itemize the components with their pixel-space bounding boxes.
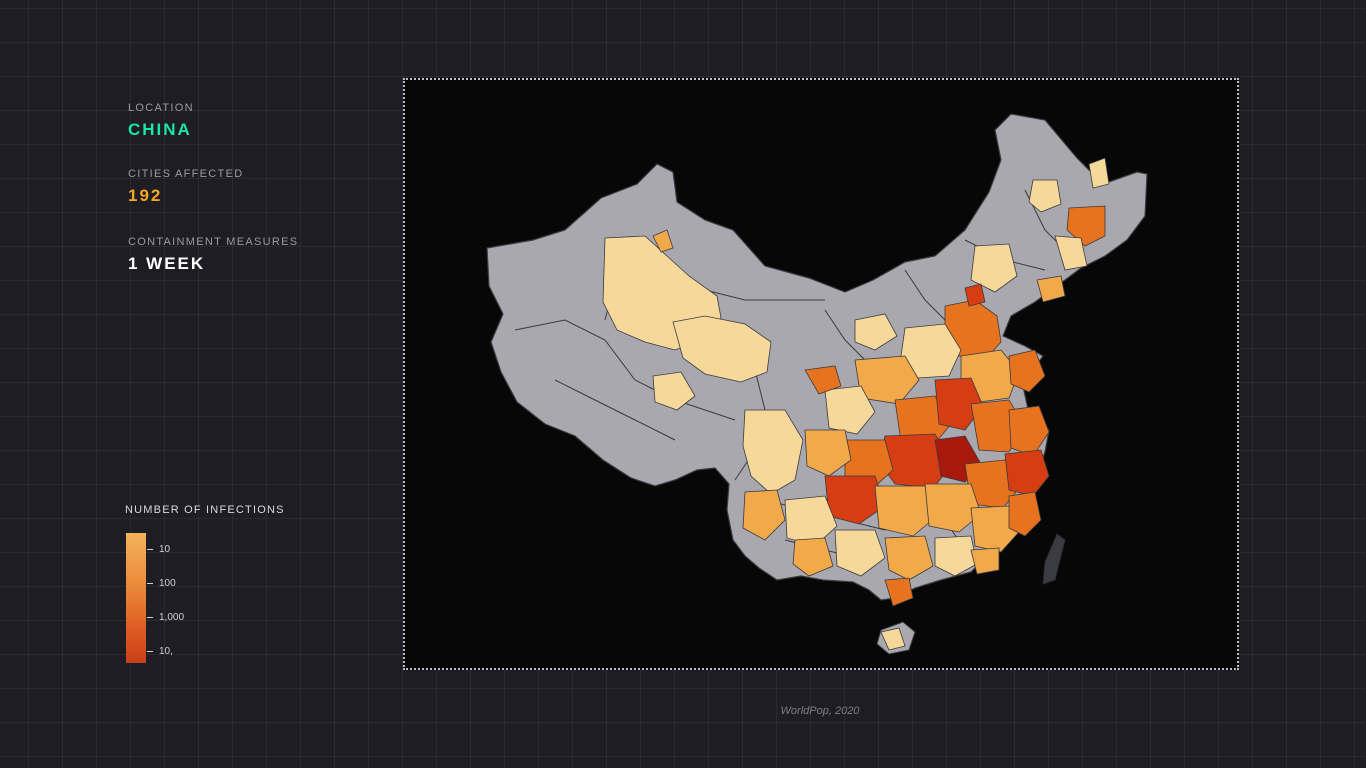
affected-region [824, 385, 876, 435]
affected-region [934, 535, 978, 577]
affected-region [884, 535, 934, 581]
affected-region [784, 495, 838, 547]
affected-region [1028, 179, 1062, 213]
affected-region [1008, 349, 1046, 393]
affected-region [804, 429, 852, 477]
affected-region [1054, 235, 1088, 271]
affected-region [1066, 205, 1106, 247]
legend-tick-label: 10, [159, 646, 173, 657]
location-label: LOCATION [128, 102, 194, 114]
affected-region [804, 365, 842, 395]
location-block: LOCATION CHINA [128, 102, 194, 140]
location-value: CHINA [128, 120, 192, 139]
legend-tick [147, 617, 153, 618]
cities-affected-label: CITIES AFFECTED [128, 168, 244, 180]
affected-region [970, 547, 1000, 575]
affected-regions [602, 157, 1110, 651]
affected-region [672, 315, 772, 383]
affected-region [1088, 157, 1110, 189]
affected-region [1008, 491, 1042, 537]
legend-color-bar [126, 533, 146, 663]
affected-region [652, 229, 674, 253]
affected-region [964, 283, 986, 307]
affected-region [970, 505, 1020, 553]
affected-region [1036, 275, 1066, 303]
legend-tick-label: 1,000 [159, 612, 185, 623]
affected-region [874, 485, 938, 537]
containment-label: CONTAINMENT MEASURES [128, 236, 299, 248]
taiwan-island [1042, 533, 1066, 585]
affected-region [854, 313, 898, 351]
affected-region [1004, 449, 1050, 497]
legend-tick-label: 10 [159, 544, 171, 555]
affected-region [1008, 405, 1050, 457]
source-credit: WorldPop, 2020 [780, 705, 860, 717]
legend-tick [147, 549, 153, 550]
legend-title: NUMBER OF INFECTIONS [125, 504, 285, 516]
legend-tick-label: 100 [159, 578, 176, 589]
affected-region [792, 537, 834, 577]
affected-region [834, 529, 886, 577]
cities-affected-value: 192 [128, 186, 163, 205]
cities-affected-block: CITIES AFFECTED 192 [128, 168, 243, 206]
affected-region [880, 627, 906, 651]
affected-region [970, 243, 1018, 293]
map-frame [403, 78, 1239, 670]
affected-region [742, 409, 804, 495]
affected-region [924, 483, 982, 533]
infection-legend: NUMBER OF INFECTIONS 10 100 1,000 10, [125, 504, 325, 663]
containment-value: 1 WEEK [128, 254, 206, 273]
legend-tick [147, 651, 153, 652]
china-map [486, 113, 1148, 655]
affected-region [884, 577, 914, 607]
affected-region [652, 371, 696, 411]
affected-region [742, 489, 786, 541]
containment-block: CONTAINMENT MEASURES 1 WEEK [128, 236, 298, 274]
legend-tick [147, 583, 153, 584]
